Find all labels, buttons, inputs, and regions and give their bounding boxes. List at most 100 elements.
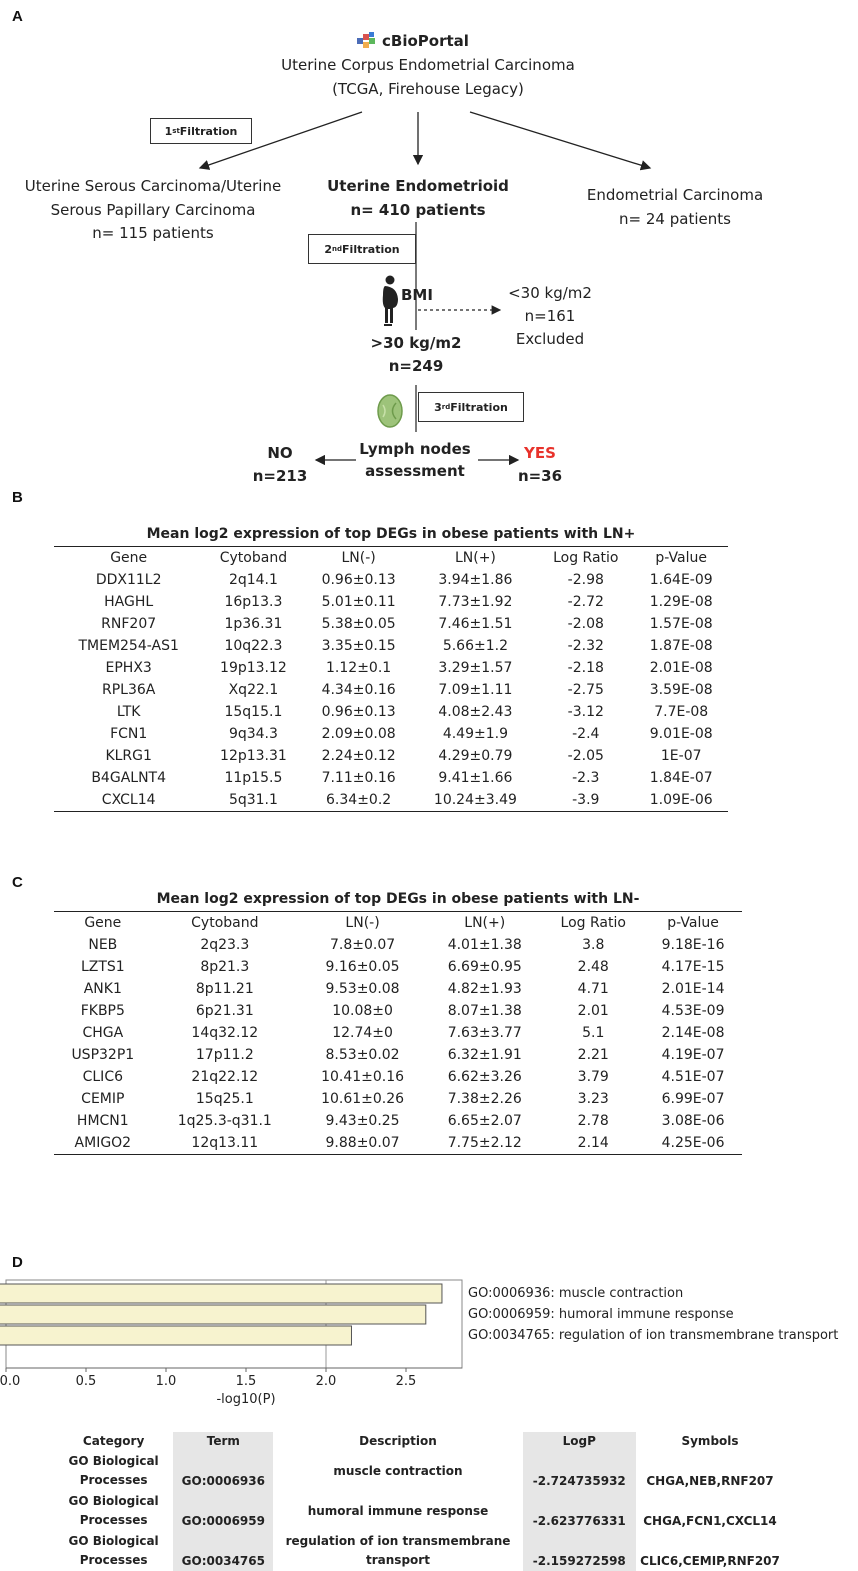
table-cell: GO Biological Processes <box>68 1534 159 1567</box>
cbioportal-logo-icon <box>357 32 377 50</box>
table-cell: 0.96±0.13 <box>321 572 396 588</box>
table-cell: muscle contraction <box>333 1463 463 1478</box>
table-cell: 4.19E-07 <box>661 1047 725 1063</box>
table-cell: 9.01E-08 <box>649 726 713 742</box>
study-line-2: (TCGA, Firehouse Legacy) <box>332 80 524 98</box>
table-row: ANK1 8p11.21 9.53±0.08 4.82±1.93 4.71 2.01E-1… <box>54 978 742 1000</box>
ln-negative-deg-table: Mean log2 expression of top DEGs in obes… <box>54 891 742 1155</box>
table-cell: 5q31.1 <box>228 792 278 808</box>
table-cell: 3.8 <box>582 937 605 953</box>
table-cell: 4.82±1.93 <box>447 981 522 997</box>
table-cell: 2.78 <box>577 1113 609 1129</box>
table-cell: 2.21 <box>577 1047 609 1063</box>
table-cell: 4.29±0.79 <box>438 748 513 764</box>
table-row: FKBP5 6p21.31 10.08±0 8.07±1.38 2.01 4.53E-09 <box>54 1000 742 1022</box>
table-cell: 7.46±1.51 <box>438 616 513 632</box>
table-cell: 2.14E-08 <box>661 1025 725 1041</box>
table-cell: 3.29±1.57 <box>438 660 513 676</box>
table-cell: 4.53E-09 <box>661 1003 725 1019</box>
endometrioid-count: n= 410 patients <box>350 201 486 219</box>
column-header: Gene <box>110 550 148 566</box>
yes-label: YES <box>524 444 556 462</box>
table-header-row: Category Term Description LogP Symbols <box>54 1432 784 1451</box>
table-row: EPHX3 19p13.12 1.12±0.1 3.29±1.57 -2.18 2.01E… <box>54 657 728 679</box>
column-header: p-Value <box>667 915 719 931</box>
table-cell: 2.48 <box>577 959 609 975</box>
obese-count: n=249 <box>388 357 444 375</box>
table-cell: 4.49±1.9 <box>442 726 508 742</box>
table-row: LTK 15q15.1 0.96±0.13 4.08±2.43 -3.12 7.7E-08 <box>54 701 728 723</box>
bar-category-label: GO:0006959: humoral immune response <box>468 1307 734 1322</box>
no-count: n=213 <box>252 467 308 485</box>
table-cell: 8.07±1.38 <box>447 1003 522 1019</box>
table-cell: 12p13.31 <box>220 748 287 764</box>
column-header: Category <box>82 1434 145 1448</box>
table-cell: CEMIP <box>81 1091 125 1107</box>
table-cell: 4.01±1.38 <box>447 937 522 953</box>
table-cell: 6.69±0.95 <box>447 959 522 975</box>
no-label: NO <box>267 444 293 462</box>
table-cell: RPL36A <box>101 682 156 698</box>
x-tick-label: 0.5 <box>75 1374 97 1389</box>
table-cell: 8.53±0.02 <box>325 1047 400 1063</box>
table-cell: 6.34±0.2 <box>326 792 392 808</box>
column-header: LN(+) <box>454 550 496 566</box>
table-cell: AMIGO2 <box>74 1135 132 1151</box>
table-row: HMCN1 1q25.3-q31.1 9.43±0.25 6.65±2.07 2.78 3… <box>54 1110 742 1132</box>
table-cell: CHGA,FCN1,CXCL14 <box>643 1514 777 1528</box>
panel-label-a: A <box>12 8 23 25</box>
table-cell: DDX11L2 <box>95 572 162 588</box>
table-cell: 4.08±2.43 <box>438 704 513 720</box>
table-row: GO Biological Processes GO:0006959 humoral… <box>54 1491 784 1531</box>
x-tick-label: 2.5 <box>395 1374 417 1389</box>
table-row: LZTS1 8p21.3 9.16±0.05 6.69±0.95 2.48 4.17E-1… <box>54 956 742 978</box>
table-cell: FKBP5 <box>80 1003 125 1019</box>
table-cell: RNF207 <box>101 616 157 632</box>
study-line-1: Uterine Corpus Endometrial Carcinoma <box>281 56 575 74</box>
table-cell: GO Biological Processes <box>68 1494 159 1527</box>
table-cell: -2.3 <box>572 770 600 786</box>
endometrial-carcinoma-title: Endometrial Carcinoma <box>586 186 764 204</box>
table-cell: -2.159272598 <box>522 1531 637 1571</box>
column-header: Symbols <box>681 1434 739 1448</box>
table-cell: 9.53±0.08 <box>325 981 400 997</box>
table-cell: -2.32 <box>567 638 604 654</box>
table-cell: CLIC6 <box>82 1069 123 1085</box>
table-cell: 6.32±1.91 <box>447 1047 522 1063</box>
table-row: NEB 2q23.3 7.8±0.07 4.01±1.38 3.8 9.18E-16 <box>54 934 742 956</box>
table-cell: humoral immune response <box>307 1503 489 1518</box>
table-cell: 1.87E-08 <box>649 638 713 654</box>
table-cell: 1.64E-09 <box>649 572 713 588</box>
table-row: GO Biological Processes GO:0034765 regulat… <box>54 1531 784 1571</box>
table-cell: 9.88±0.07 <box>325 1135 400 1151</box>
table-cell: 2.09±0.08 <box>321 726 396 742</box>
table-cell: 2q14.1 <box>228 572 278 588</box>
table-cell: 4.25E-06 <box>661 1135 725 1151</box>
column-header: Gene <box>84 915 122 931</box>
table-cell: 6.65±2.07 <box>447 1113 522 1129</box>
table-cell: 5.66±1.2 <box>442 638 508 654</box>
excluded-bmi: <30 kg/m2 <box>508 284 592 302</box>
table-row: USP32P1 17p11.2 8.53±0.02 6.32±1.91 2.21 4.19… <box>54 1044 742 1066</box>
table-cell: regulation of ion transmembrane transpor… <box>285 1534 511 1567</box>
table-row: CXCL14 5q31.1 6.34±0.2 10.24±3.49 -3.9 1.09E-… <box>54 789 728 812</box>
table-cell: TMEM254-AS1 <box>78 638 179 654</box>
table-cell: 2.01 <box>577 1003 609 1019</box>
table-cell: -2.623776331 <box>522 1491 637 1531</box>
table-cell: CHGA,NEB,RNF207 <box>646 1474 774 1488</box>
table-cell: 3.23 <box>577 1091 609 1107</box>
table-cell: 1.84E-07 <box>649 770 713 786</box>
table-cell: Xq22.1 <box>228 682 279 698</box>
table-cell: 2.01E-14 <box>661 981 725 997</box>
serous-count: n= 115 patients <box>92 224 214 242</box>
column-header: Cytoband <box>191 915 259 931</box>
table-cell: 1.57E-08 <box>649 616 713 632</box>
table-cell: 3.59E-08 <box>649 682 713 698</box>
x-tick-label: 1.0 <box>155 1374 177 1389</box>
table-cell: HMCN1 <box>76 1113 129 1129</box>
table-cell: 9.43±0.25 <box>325 1113 400 1129</box>
table-header-row: Gene Cytoband LN(-) LN(+) Log Ratio p-Value <box>54 911 742 935</box>
table-cell: 15q25.1 <box>195 1091 254 1107</box>
